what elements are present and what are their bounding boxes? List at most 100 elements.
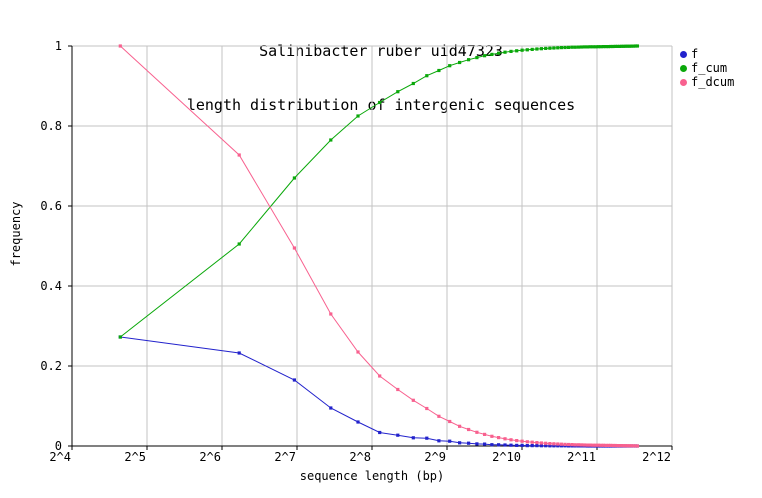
series-f-marker [356,420,360,424]
series-f_cum-marker [609,44,613,49]
series-f_dcum-marker [576,443,580,447]
series-f_cum-marker [237,242,241,246]
y-tick-label: 0.2 [40,359,62,373]
series-f_cum-marker [329,138,333,142]
series-f_dcum-marker [552,442,556,446]
x-tick-label: 2^7 [274,450,296,464]
series-f_cum-marker [483,54,487,58]
x-tick-label: 2^10 [492,450,521,464]
series-f_dcum-marker [483,432,487,436]
series-f_cum-marker [490,52,494,56]
series-f_dcum-marker [618,444,622,448]
series-f_dcum-marker [620,444,624,448]
series-f_dcum-marker [615,444,620,448]
series-f_cum-marker [503,50,507,54]
series-f_dcum-marker [520,439,524,443]
series-f_dcum-line [119,45,638,447]
series-f_cum-marker [635,44,639,48]
series-f-marker [548,444,552,448]
series-f_dcum-marker [599,443,603,447]
series-f_cum-marker [552,46,556,50]
series-f_cum-marker [626,44,630,48]
series-f_cum-marker [118,335,122,339]
series-f_dcum-marker [437,414,441,418]
series-f_dcum-marker [635,444,639,448]
series-f_dcum-marker [490,434,494,438]
series-f_dcum-marker [544,441,548,445]
series-f_dcum-marker [548,442,552,446]
series-f-marker [515,443,519,447]
series-f_cum-marker [544,46,548,50]
series-f_cum-marker [632,44,636,48]
legend-entry-f_dcum: f_dcum [680,75,734,89]
series-f_cum-marker [588,45,592,49]
legend: f f_cum f_dcum [680,47,734,89]
series-f_cum [118,44,639,339]
series-f_dcum-marker [579,443,584,447]
series-f_dcum-marker [515,439,519,443]
series-f_dcum-marker [425,406,429,411]
series-f_cum-marker [622,44,626,48]
x-axis-label: sequence length (bp) [299,469,445,483]
series-f_cum-marker [378,100,382,105]
x-tick-label: 2^6 [199,450,221,464]
series-f_dcum-marker [497,436,501,440]
legend-marker-icon [680,64,687,72]
series-f-marker [437,439,441,443]
series-f_dcum-marker [329,312,333,316]
series-f_dcum-marker [509,438,513,442]
series-f_dcum-marker [292,246,296,250]
x-tick-label: 2^4 [49,450,71,464]
series-f_cum-marker [535,47,539,51]
series-f_dcum-marker [594,443,598,447]
series-f_cum-marker [475,56,479,60]
series-f_cum-marker [396,90,400,94]
series-f_cum-marker [520,48,524,52]
series-f_cum-marker [411,81,415,86]
series-f_cum-marker [576,45,580,49]
series-f-marker [520,443,524,447]
series-f_dcum-marker [475,430,479,434]
series-f-marker [237,351,241,355]
chart-title: Salinibacter ruber uid47323 length distr… [0,6,762,150]
series-f_dcum-marker [634,444,638,448]
series-f_dcum-marker [591,443,595,447]
series-f_cum-marker [515,49,519,53]
x-tick-label: 2^11 [567,450,596,464]
series-f_dcum-marker [609,443,613,447]
series-f_cum-marker [634,44,638,48]
series-f_dcum-marker [588,443,592,447]
series-f_dcum-marker [567,442,571,447]
series-f_dcum-marker [611,443,615,448]
legend-entry-f_cum: f_cum [680,61,734,75]
series-f_cum-marker [525,48,529,52]
series-f_cum-marker [606,45,610,49]
series-f-marker [497,443,501,447]
series-f-marker [544,444,548,448]
series-f_cum-marker [437,68,441,73]
series-f_cum-marker [628,44,632,48]
series-f-marker [292,378,296,382]
series-f_cum-marker [292,176,296,180]
y-tick-label: 0.8 [40,119,62,133]
series-f_dcum-marker [559,442,564,446]
series-f-marker [525,444,529,448]
series-f_dcum-marker [601,443,606,447]
series-f_cum-marker [573,45,577,49]
series-f_dcum-marker [396,387,400,392]
series-f_dcum-marker [525,440,529,444]
series-f_dcum-marker [585,443,590,447]
series-f_dcum-marker [118,44,122,48]
legend-label: f_dcum [691,75,735,89]
grid [71,45,673,447]
series-f_dcum-marker [632,444,636,448]
series-f-marker [483,442,487,446]
legend-marker-icon [680,78,687,86]
series-f_cum-marker [448,64,452,68]
series-f-marker [490,443,494,447]
series-f_dcum-marker [356,350,360,354]
series-f_cum-marker [556,46,560,50]
series-f_dcum-marker [624,444,628,448]
series-f_cum-marker [563,45,567,50]
